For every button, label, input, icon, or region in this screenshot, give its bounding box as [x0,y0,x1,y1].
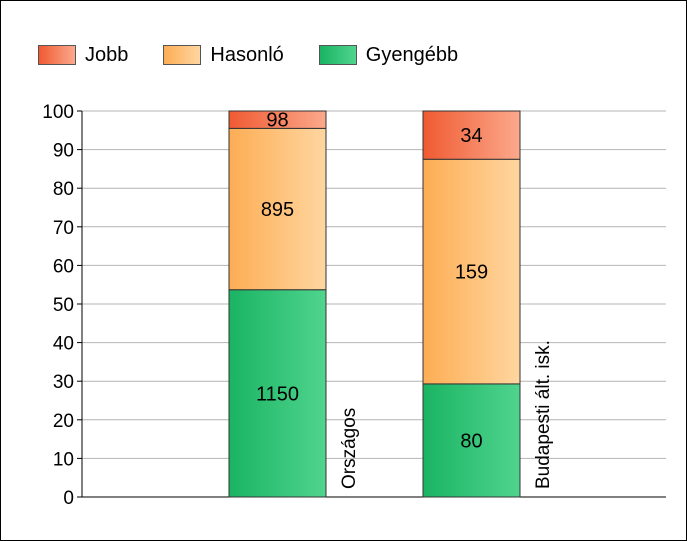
category-label: Országos [339,408,360,489]
bar-segment [228,127,327,291]
y-tick-label: 80 [53,179,74,200]
y-tick-label: 0 [63,488,74,509]
legend-item-gyengebb: Gyengébb [318,43,459,67]
category-label: Budapesti ált. isk. [533,340,554,489]
legend-label-gyengebb: Gyengébb [365,43,459,66]
bar-value-label: 1150 [256,383,299,405]
y-tick-label: 90 [53,141,74,162]
bar-value-label: 34 [460,125,482,147]
y-tick-label: 30 [53,372,74,393]
y-tick-label: 20 [53,411,74,432]
bar-value-label: 98 [266,110,288,132]
legend-item-jobb: Jobb [38,44,128,67]
bar-segment [422,110,521,160]
legend-label-hasonlo: Hasonló [210,43,284,66]
bar-value-label: 159 [455,262,488,284]
legend-swatch-gyengebb [318,45,357,65]
y-tick-label: 60 [53,256,74,277]
bar-value-label: 895 [261,199,294,221]
y-tick-label: 100 [42,102,74,123]
legend-label-jobb: Jobb [85,43,129,66]
bar-segment [228,110,327,129]
y-tick-label: 70 [53,218,74,239]
bar-value-label: 80 [460,430,482,452]
y-tick-label: 50 [53,295,74,316]
legend-swatch-jobb [38,45,76,65]
bar-segment [422,383,521,498]
bar-segment [422,158,521,385]
legend-item-hasonlo: Hasonló [163,43,284,67]
legend: Jobb Hasonló Gyengébb [38,43,493,67]
legend-swatch-hasonlo [163,45,202,65]
bar-segment [228,289,327,498]
y-tick-label: 10 [53,449,74,470]
y-tick-label: 40 [53,334,74,355]
